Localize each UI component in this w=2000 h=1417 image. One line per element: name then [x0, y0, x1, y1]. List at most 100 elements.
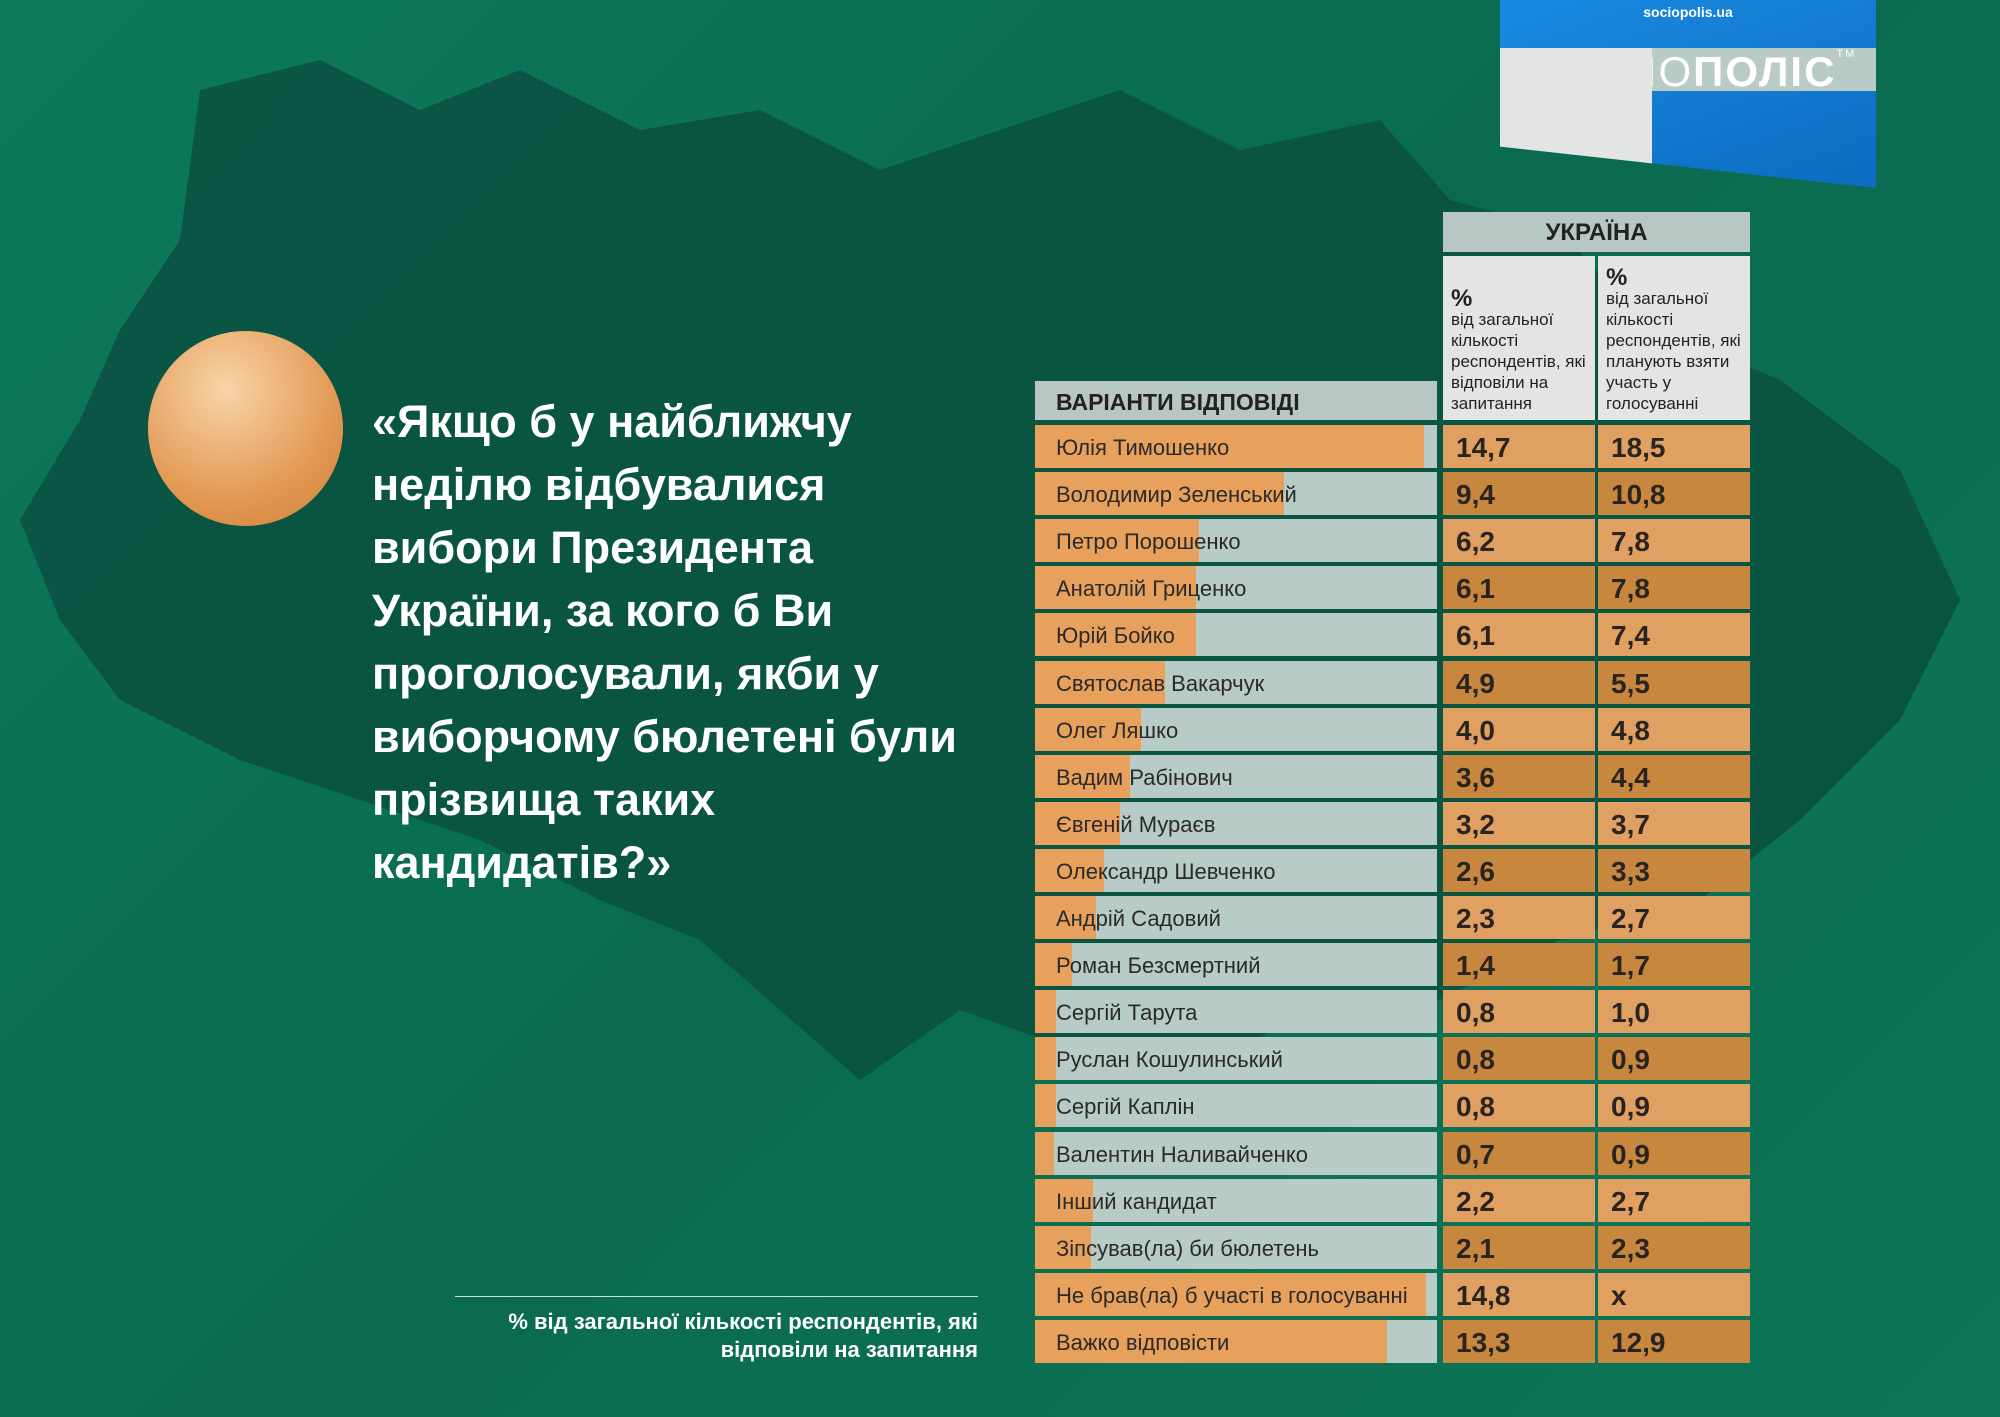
answer-label: Вадим Рабінович [1056, 764, 1233, 790]
value-bar [1035, 566, 1197, 610]
value-answered: 4,9 [1443, 660, 1595, 704]
value-voters: 0,9 [1598, 1084, 1750, 1128]
value-bar [1035, 990, 1057, 1034]
value-voters: 7,8 [1598, 519, 1750, 563]
answer-cell: Важко відповісти [1035, 1319, 1437, 1363]
value-answered: 2,2 [1443, 1178, 1595, 1222]
value-voters: 2,7 [1598, 896, 1750, 939]
table-row: Андрій Садовий 2,3 2,7 [1035, 896, 1750, 939]
value-answered: 0,8 [1443, 990, 1595, 1034]
table-row: Інший кандидат 2,2 2,7 [1035, 1178, 1750, 1222]
answer-cell: Петро Порошенко [1035, 519, 1437, 563]
percent-symbol: % [1606, 264, 1628, 291]
table-row: Петро Порошенко 6,2 7,8 [1035, 519, 1750, 563]
value-answered: 3,6 [1443, 754, 1595, 798]
value-bar [1035, 896, 1096, 939]
value-bar [1035, 1037, 1057, 1081]
value-answered: 2,1 [1443, 1225, 1595, 1269]
answer-label: Валентин Наливайченко [1056, 1141, 1308, 1167]
answer-options-header: ВАРІАНТИ ВІДПОВІДІ [1035, 381, 1437, 420]
answer-label: Петро Порошенко [1056, 529, 1241, 555]
answer-cell: Руслан Кошулинський [1035, 1037, 1437, 1081]
value-bar [1035, 472, 1284, 516]
value-answered: 6,1 [1443, 566, 1595, 610]
answer-label: Анатолій Гриценко [1056, 576, 1247, 602]
table-row: Анатолій Гриценко 6,1 7,8 [1035, 566, 1750, 610]
value-voters: 7,8 [1598, 566, 1750, 610]
value-voters: 2,3 [1598, 1225, 1750, 1269]
answer-cell: Володимир Зеленський [1035, 472, 1437, 516]
value-bar [1035, 848, 1104, 892]
answer-label: Олег Ляшко [1056, 717, 1179, 743]
value-answered: 1,4 [1443, 943, 1595, 987]
answer-cell: Юрій Бойко [1035, 613, 1437, 657]
value-voters: 3,3 [1598, 848, 1750, 892]
table-row: Юлія Тимошенко 14,7 18,5 [1035, 425, 1750, 468]
value-answered: 2,3 [1443, 896, 1595, 939]
value-voters: 4,8 [1598, 707, 1750, 751]
answer-label: Важко відповісти [1056, 1329, 1230, 1355]
value-voters: 5,5 [1598, 660, 1750, 704]
value-bar [1035, 1178, 1094, 1222]
answer-cell: Юлія Тимошенко [1035, 425, 1437, 468]
answer-cell: Анатолій Гриценко [1035, 566, 1437, 610]
value-bar [1035, 707, 1141, 751]
logo-text-bold: ПОЛІС [1693, 48, 1837, 91]
table-row: Валентин Наливайченко 0,7 0,9 [1035, 1131, 1750, 1175]
percent-symbol: % [1451, 285, 1473, 312]
value-answered: 6,1 [1443, 613, 1595, 657]
footnote-divider [455, 1296, 978, 1297]
region-header: УКРАЇНА [1443, 212, 1750, 252]
decorative-orange-circle [148, 331, 343, 526]
answer-label: Святослав Вакарчук [1056, 670, 1265, 696]
value-voters: 0,9 [1598, 1131, 1750, 1175]
answer-label: Роман Безсмертний [1056, 953, 1261, 979]
column-label: від загальної кількості респондентів, як… [1451, 310, 1586, 413]
value-voters: 3,7 [1598, 801, 1750, 845]
value-answered: 2,6 [1443, 848, 1595, 892]
answer-label: Юрій Бойко [1056, 623, 1175, 649]
value-bar [1035, 1225, 1091, 1269]
answer-label: Андрій Садовий [1056, 906, 1221, 931]
value-answered: 14,8 [1443, 1272, 1595, 1316]
table-row: Євгеній Мураєв 3,2 3,7 [1035, 801, 1750, 845]
column-header-2: % від загальної кількості респондентів, я… [1598, 256, 1750, 420]
answer-cell: Олег Ляшко [1035, 707, 1437, 751]
answer-label: Руслан Кошулинський [1056, 1047, 1283, 1073]
value-voters: 2,7 [1598, 1178, 1750, 1222]
value-bar [1035, 425, 1424, 468]
value-voters: 10,8 [1598, 472, 1750, 516]
answer-label: Сергій Тарута [1056, 1000, 1198, 1026]
answer-cell: Андрій Садовий [1035, 896, 1437, 939]
value-answered: 6,2 [1443, 519, 1595, 563]
table-row: Вадим Рабінович 3,6 4,4 [1035, 754, 1750, 798]
answer-label: Юлія Тимошенко [1056, 435, 1230, 460]
answer-cell: Святослав Вакарчук [1035, 660, 1437, 704]
answer-cell: Інший кандидат [1035, 1178, 1437, 1222]
table-row: Зіпсував(ла) би бюлетень 2,1 2,3 [1035, 1225, 1750, 1269]
answer-cell: Зіпсував(ла) би бюлетень [1035, 1225, 1437, 1269]
value-bar [1035, 660, 1165, 704]
answer-cell: Сергій Тарута [1035, 990, 1437, 1034]
value-bar [1035, 801, 1120, 845]
value-answered: 0,7 [1443, 1131, 1595, 1175]
answer-label: Володимир Зеленський [1056, 482, 1297, 508]
answer-cell: Олександр Шевченко [1035, 848, 1437, 892]
value-voters: 1,7 [1598, 943, 1750, 987]
survey-question: «Якщо б у найближчу неділю відбувалися в… [372, 396, 957, 888]
answer-label: Зіпсував(ла) би бюлетень [1056, 1235, 1319, 1261]
logo-url: sociopolis.ua [1643, 4, 1733, 20]
table-row: Юрій Бойко 6,1 7,4 [1035, 613, 1750, 657]
table-row: Роман Безсмертний 1,4 1,7 [1035, 943, 1750, 987]
value-answered: 4,0 [1443, 707, 1595, 751]
value-answered: 0,8 [1443, 1084, 1595, 1128]
table-row: Сергій Каплін 0,8 0,9 [1035, 1084, 1750, 1128]
value-bar [1035, 1131, 1054, 1175]
value-bar [1035, 1084, 1057, 1128]
value-bar [1035, 613, 1197, 657]
footnote: % від загальної кількості респондентів, … [420, 1308, 978, 1364]
value-voters: 7,4 [1598, 613, 1750, 657]
table-row: Сергій Тарута 0,8 1,0 [1035, 990, 1750, 1034]
table-row: Руслан Кошулинський 0,8 0,9 [1035, 1037, 1750, 1081]
value-answered: 0,8 [1443, 1037, 1595, 1081]
